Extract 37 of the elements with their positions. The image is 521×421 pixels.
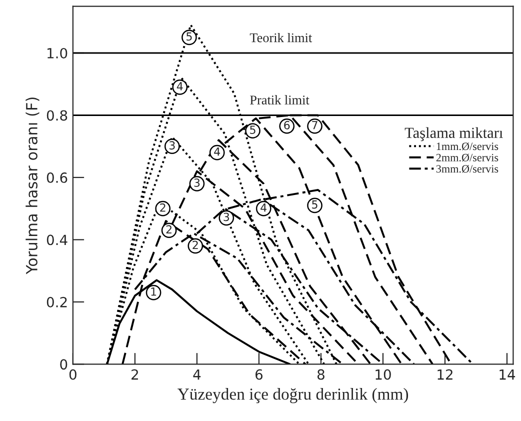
legend-title: Taşlama miktarı [404, 127, 503, 142]
x-tick-label: 2 [132, 369, 138, 380]
annotation: 5 [312, 200, 318, 209]
annotation: 2 [192, 240, 198, 249]
x-tick-label: 4 [193, 369, 201, 380]
x-tick-label: 6 [256, 369, 263, 380]
y-axis-title: Yorulma hasar oranı (F) [26, 98, 40, 274]
y-tick-label: 1.0 [48, 48, 68, 58]
x-tick-label: 8 [317, 369, 324, 380]
annotation: 4 [260, 204, 267, 212]
x-tick-label: 14 [500, 369, 516, 380]
annotation: 6 [284, 120, 290, 130]
annotation: 5 [186, 32, 192, 41]
y-tick-label: 0 [60, 359, 68, 370]
x-tick-label: 10 [376, 369, 391, 380]
legend-label: 1mm.Ø/servis [436, 142, 498, 150]
x-tick-label: 12 [438, 369, 452, 380]
annotation: 5 [250, 126, 256, 134]
y-tick-label: 0.8 [46, 110, 68, 121]
legend-label: 3mm.Ø/servis [436, 164, 498, 173]
annotation: 4 [214, 148, 220, 156]
annotation: 3 [169, 141, 175, 150]
ref-line-label: Teorik limit [250, 32, 312, 42]
x-tick-label: 0 [69, 369, 76, 380]
x-axis-title: Yüzeyden içe doğru derinlik (mm) [178, 388, 408, 404]
annotation: 4 [176, 82, 183, 90]
ref-line-label: Pratik limit [250, 95, 310, 104]
annotation: 3 [194, 178, 200, 187]
y-tick-label: 0.4 [46, 234, 68, 246]
annotation: 2 [166, 225, 172, 234]
annotation: 7 [312, 121, 318, 130]
y-tick-label: 0.6 [46, 172, 68, 183]
annotation: 2 [160, 203, 166, 212]
y-tick-label: 0.2 [46, 296, 67, 308]
legend-label: 2mm.Ø/servis [436, 154, 498, 162]
annotation: 3 [224, 212, 230, 222]
annotation: 1 [151, 288, 156, 296]
